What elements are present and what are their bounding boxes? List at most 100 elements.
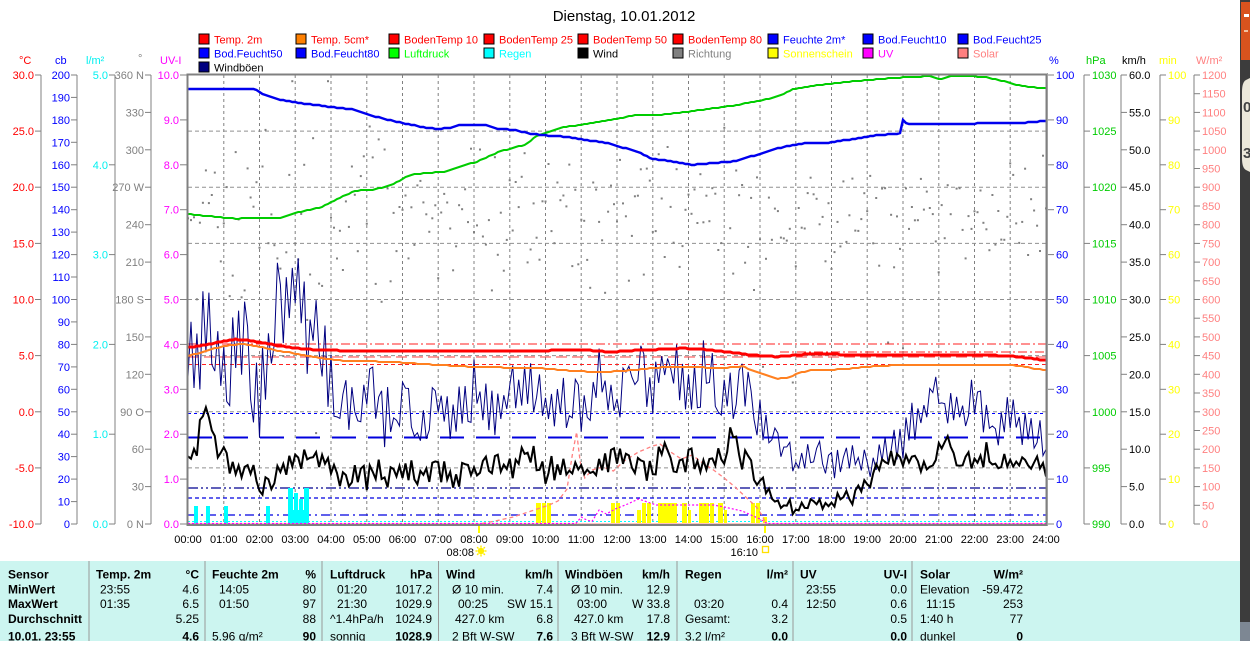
svg-text:BodenTemp 50: BodenTemp 50 (593, 35, 667, 47)
svg-text:30.0: 30.0 (1129, 295, 1150, 307)
svg-text:5.0: 5.0 (93, 70, 108, 82)
svg-text:120: 120 (52, 250, 70, 262)
svg-text:UV: UV (878, 49, 894, 61)
svg-text:990: 990 (1092, 519, 1110, 531)
svg-text:Richtung: Richtung (688, 49, 731, 61)
svg-text:16:10: 16:10 (730, 547, 758, 559)
svg-text:cb: cb (55, 55, 67, 67)
svg-text:100: 100 (1202, 482, 1220, 494)
svg-text:hPa: hPa (1086, 55, 1106, 67)
svg-text:253: 253 (1003, 597, 1023, 611)
svg-text:110: 110 (52, 272, 70, 284)
svg-text:3.0: 3.0 (164, 384, 179, 396)
svg-text:5.25: 5.25 (176, 612, 200, 626)
svg-text:BodenTemp 10: BodenTemp 10 (404, 35, 478, 47)
svg-text:Temp. 5cm*: Temp. 5cm* (311, 35, 370, 47)
svg-text:427.0 km: 427.0 km (574, 612, 623, 626)
svg-text:180 S: 180 S (115, 295, 144, 307)
svg-text:1150: 1150 (1202, 89, 1226, 101)
svg-text:100: 100 (52, 295, 70, 307)
svg-text:130: 130 (52, 227, 70, 239)
svg-text:19:00: 19:00 (853, 534, 881, 546)
svg-text:23:55: 23:55 (100, 583, 130, 597)
svg-text:170: 170 (52, 137, 70, 149)
svg-text:12:00: 12:00 (603, 534, 631, 546)
svg-text:140: 140 (52, 205, 70, 217)
svg-text:km/h: km/h (1122, 55, 1146, 67)
svg-text:50: 50 (1202, 500, 1214, 512)
svg-text:Regen: Regen (499, 49, 531, 61)
svg-text:01:35: 01:35 (100, 597, 130, 611)
svg-text:Regen: Regen (685, 568, 722, 582)
svg-text:1:40 h: 1:40 h (920, 612, 953, 626)
svg-text:4.6: 4.6 (182, 630, 199, 642)
svg-text:10: 10 (1056, 474, 1068, 486)
svg-text:350: 350 (1202, 388, 1220, 400)
svg-text:12.9: 12.9 (647, 583, 671, 597)
svg-text:20: 20 (58, 474, 70, 486)
svg-text:77: 77 (1010, 612, 1024, 626)
svg-text:21:00: 21:00 (925, 534, 953, 546)
svg-text:200: 200 (1202, 444, 1220, 456)
svg-text:120: 120 (126, 369, 144, 381)
svg-text:10: 10 (1168, 474, 1180, 486)
svg-text:Temp. 2m: Temp. 2m (214, 35, 262, 47)
svg-text:MaxWert: MaxWert (8, 597, 58, 611)
svg-text:100: 100 (1056, 70, 1074, 82)
svg-text:450: 450 (1202, 351, 1220, 363)
svg-text:30: 30 (1168, 384, 1180, 396)
svg-text:10:00: 10:00 (532, 534, 560, 546)
svg-text:SW 15.1: SW 15.1 (507, 597, 553, 611)
svg-text:240: 240 (126, 220, 144, 232)
svg-text:30.0: 30.0 (13, 70, 34, 82)
svg-text:10.0: 10.0 (158, 70, 179, 82)
svg-text:20: 20 (1168, 429, 1180, 441)
svg-text:60: 60 (132, 444, 144, 456)
svg-text:l/m²: l/m² (86, 55, 105, 67)
svg-text:1200: 1200 (1202, 70, 1226, 82)
svg-text:15:00: 15:00 (710, 534, 738, 546)
svg-text:20:00: 20:00 (889, 534, 917, 546)
svg-text:Windböen: Windböen (565, 568, 623, 582)
svg-text:MinWert: MinWert (8, 583, 55, 597)
svg-text:3.2: 3.2 (771, 612, 788, 626)
svg-text:60: 60 (1056, 250, 1068, 262)
svg-text:3: 3 (1243, 145, 1250, 162)
svg-text:90: 90 (58, 317, 70, 329)
svg-text:200: 200 (52, 70, 70, 82)
svg-text:30: 30 (1056, 384, 1068, 396)
svg-text:min: min (1159, 55, 1177, 67)
svg-text:90 O: 90 O (120, 407, 144, 419)
svg-text:02:00: 02:00 (246, 534, 274, 546)
svg-text:1020: 1020 (1092, 182, 1116, 194)
svg-text:210: 210 (126, 257, 144, 269)
svg-text:%: % (305, 568, 316, 582)
svg-text:00:00: 00:00 (174, 534, 202, 546)
svg-text:500: 500 (1202, 332, 1220, 344)
svg-text:Windböen: Windböen (214, 63, 264, 75)
svg-text:6.0: 6.0 (164, 250, 179, 262)
svg-text:55.0: 55.0 (1129, 107, 1150, 119)
svg-text:250: 250 (1202, 426, 1220, 438)
svg-text:0.0: 0.0 (19, 407, 34, 419)
svg-text:400: 400 (1202, 369, 1220, 381)
svg-text:4.0: 4.0 (93, 160, 108, 172)
svg-text:Gesamt:: Gesamt: (685, 612, 730, 626)
svg-text:5.0: 5.0 (164, 295, 179, 307)
svg-text:30: 30 (132, 482, 144, 494)
svg-text:1.0: 1.0 (93, 429, 108, 441)
svg-text:0: 0 (1243, 99, 1250, 116)
svg-text:15.0: 15.0 (1129, 407, 1150, 419)
svg-text:°: ° (138, 53, 142, 65)
svg-text:70: 70 (58, 362, 70, 374)
svg-text:Wind: Wind (593, 49, 618, 61)
svg-text:W/m²: W/m² (994, 568, 1023, 582)
svg-text:150: 150 (126, 332, 144, 344)
svg-text:hPa: hPa (410, 568, 432, 582)
svg-text:2.0: 2.0 (93, 339, 108, 351)
svg-text:BodenTemp 25: BodenTemp 25 (499, 35, 573, 47)
svg-text:23:00: 23:00 (996, 534, 1024, 546)
svg-text:km/h: km/h (525, 568, 553, 582)
svg-text:Luftdruck: Luftdruck (330, 568, 386, 582)
svg-text:6.8: 6.8 (536, 612, 553, 626)
